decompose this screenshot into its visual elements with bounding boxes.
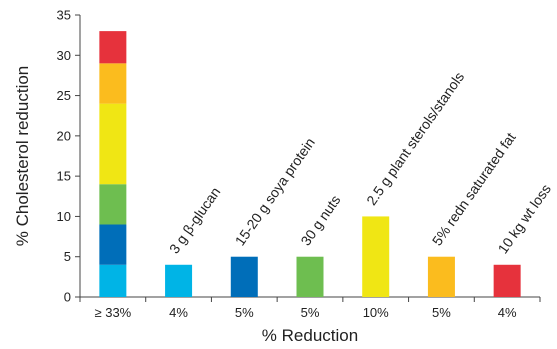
bar-label: 3 g β-glucan bbox=[166, 184, 223, 257]
stacked-bar-segment bbox=[99, 264, 127, 297]
x-tick-label: 10% bbox=[363, 305, 389, 320]
y-tick-label: 25 bbox=[57, 88, 71, 103]
bar-label: 10 kg wt loss bbox=[494, 181, 554, 256]
bar bbox=[362, 216, 390, 297]
x-tick-label: 4% bbox=[498, 305, 517, 320]
x-tick-label: 5% bbox=[301, 305, 320, 320]
x-tick-label: 5% bbox=[235, 305, 254, 320]
bar bbox=[165, 264, 193, 297]
x-axis-title: % Reduction bbox=[262, 326, 358, 345]
stacked-bar-segment bbox=[99, 31, 127, 64]
stacked-bar-segment bbox=[99, 103, 127, 185]
bar-label: 2.5 g plant sterols/stanols bbox=[363, 69, 467, 208]
y-tick-label: 10 bbox=[57, 209, 71, 224]
bar bbox=[427, 256, 455, 297]
y-tick-label: 35 bbox=[57, 8, 71, 23]
x-axis: ≥ 33% 4% 5% 5% 10% 5% 4% bbox=[79, 296, 541, 320]
stacked-bar-segment bbox=[99, 184, 127, 225]
stacked-bar-segment bbox=[99, 63, 127, 104]
bar bbox=[296, 256, 324, 297]
y-tick-label: 15 bbox=[57, 169, 71, 184]
y-axis-title: % Cholesterol reduction bbox=[13, 66, 32, 246]
bars bbox=[99, 31, 521, 297]
y-tick-label: 0 bbox=[64, 290, 71, 305]
x-tick-label: ≥ 33% bbox=[94, 305, 131, 320]
y-tick-label: 20 bbox=[57, 128, 71, 143]
y-tick-label: 5 bbox=[64, 249, 71, 264]
x-tick-label: 5% bbox=[432, 305, 451, 320]
bar bbox=[230, 256, 258, 297]
stacked-bar-segment bbox=[99, 224, 127, 265]
bar bbox=[493, 264, 521, 297]
y-tick-label: 30 bbox=[57, 48, 71, 63]
bar-label: 30 g nuts bbox=[297, 192, 343, 248]
x-tick-label: 4% bbox=[169, 305, 188, 320]
y-axis: 0 5 10 15 20 25 30 35 bbox=[57, 8, 81, 305]
